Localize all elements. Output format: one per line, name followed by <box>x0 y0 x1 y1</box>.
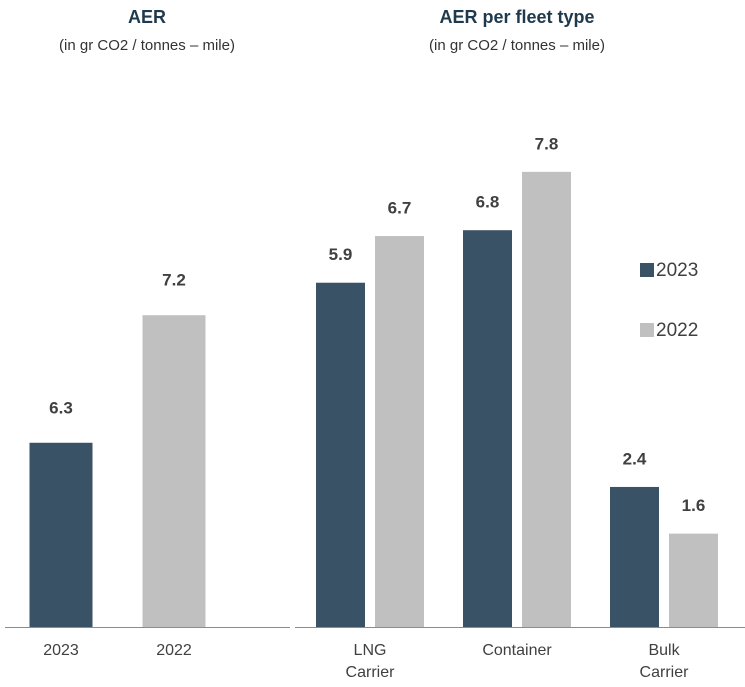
x-tick-label: Container <box>482 642 552 659</box>
value-label: 6.7 <box>388 199 412 218</box>
bar <box>463 230 512 627</box>
bar <box>522 171 571 628</box>
value-label: 2.4 <box>623 449 647 468</box>
x-tick-label: 2023 <box>43 642 79 659</box>
value-label: 6.8 <box>476 193 500 212</box>
value-label: 1.6 <box>682 496 706 515</box>
value-label: 7.2 <box>162 271 186 290</box>
chart-title: AER per fleet type <box>439 7 594 27</box>
x-tick-label: Bulk Carrier <box>639 642 689 681</box>
bar <box>375 236 424 628</box>
chart-subtitle: (in gr CO2 / tonnes – mile) <box>59 37 235 54</box>
bar <box>610 486 659 627</box>
legend-label: 2022 <box>656 320 698 341</box>
bar <box>669 533 718 627</box>
value-label: 6.3 <box>49 398 73 417</box>
x-tick-label: 2022 <box>156 642 192 659</box>
bar <box>29 442 93 627</box>
value-label: 5.9 <box>329 245 353 264</box>
x-tick-label: LNG Carrier <box>345 642 395 681</box>
legend-swatch <box>640 263 654 277</box>
value-label: 7.8 <box>535 134 559 153</box>
chart-title: AER <box>128 7 166 27</box>
chart-subtitle: (in gr CO2 / tonnes – mile) <box>429 37 605 54</box>
legend-swatch <box>640 323 654 337</box>
legend-label: 2023 <box>656 260 698 281</box>
bar <box>142 315 206 627</box>
bar <box>316 282 365 627</box>
